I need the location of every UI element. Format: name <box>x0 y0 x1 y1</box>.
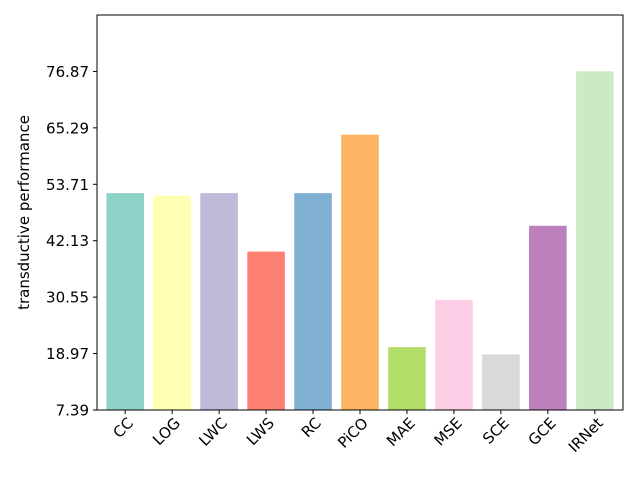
bar-cc <box>106 193 144 410</box>
bar-rc <box>294 193 332 410</box>
x-tick-label: RC <box>298 414 325 441</box>
bar-lws <box>247 251 285 410</box>
y-axis: 7.39 18.97 30.55 42.13 53.71 65.29 76.87 <box>46 63 97 420</box>
y-axis-label: transductive performance <box>15 115 33 310</box>
y-tick-label: 7.39 <box>56 402 89 420</box>
bar-irnet <box>576 71 614 410</box>
x-tick-label: LOG <box>149 414 184 449</box>
bar-log <box>153 195 191 410</box>
bar-mae <box>388 347 426 410</box>
x-tick-label: PiCO <box>334 414 372 452</box>
x-tick-label: LWC <box>195 414 231 450</box>
bar-mse <box>435 299 473 410</box>
x-tick-label: MSE <box>430 414 465 449</box>
bars-layer <box>106 71 614 410</box>
y-tick-label: 76.87 <box>46 63 89 81</box>
y-tick-label: 18.97 <box>46 345 89 363</box>
y-tick-label: 53.71 <box>46 176 89 194</box>
bar-pico <box>341 134 379 410</box>
y-tick-label: 65.29 <box>46 119 89 137</box>
y-tick-label: 30.55 <box>46 289 89 307</box>
x-tick-label: SCE <box>479 414 513 448</box>
y-tick-label: 42.13 <box>46 232 89 250</box>
x-axis: CC LOG LWC LWS RC PiCO MAE MSE SCE GCE IRNet <box>109 410 607 456</box>
x-tick-label: GCE <box>525 414 560 449</box>
x-tick-label: IRNet <box>565 414 607 456</box>
x-tick-label: LWS <box>243 414 278 449</box>
bar-sce <box>482 354 520 410</box>
x-tick-label: CC <box>109 414 137 442</box>
bar-gce <box>529 225 567 410</box>
x-tick-label: MAE <box>383 414 419 450</box>
bar-lwc <box>200 193 238 410</box>
